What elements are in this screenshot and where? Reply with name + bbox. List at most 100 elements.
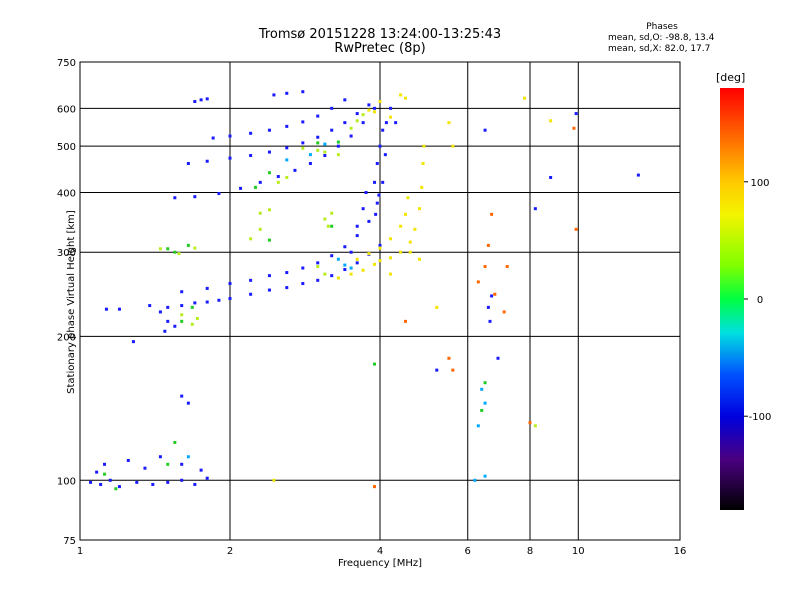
data-point: [373, 262, 377, 266]
data-point: [523, 96, 527, 100]
data-point: [355, 119, 359, 123]
data-point: [435, 305, 439, 309]
data-point: [308, 161, 312, 165]
data-point: [186, 161, 190, 165]
data-point: [173, 196, 177, 200]
y-tick-label: 75: [63, 536, 76, 547]
data-point: [381, 180, 385, 184]
data-point: [301, 266, 305, 270]
data-point: [285, 175, 289, 179]
data-point: [343, 245, 347, 249]
data-points: [89, 90, 640, 491]
data-point: [166, 247, 170, 251]
data-point: [99, 482, 103, 486]
data-point: [163, 329, 167, 333]
data-point: [228, 156, 232, 160]
data-point: [330, 254, 334, 258]
x-tick-label: 1: [77, 546, 83, 557]
data-point: [367, 252, 371, 256]
data-point: [166, 305, 170, 309]
data-point: [326, 224, 330, 228]
data-point: [349, 134, 353, 138]
data-point: [143, 466, 147, 470]
data-point: [355, 257, 359, 261]
phases-stats-heading: Phases: [646, 22, 678, 32]
data-point: [166, 480, 170, 484]
data-point: [316, 141, 320, 145]
y-tick-label: 750: [57, 58, 76, 69]
data-point: [193, 246, 197, 250]
data-point: [285, 158, 289, 162]
data-point: [389, 237, 393, 241]
colorbar-unit-label: [deg]: [716, 71, 746, 84]
colorbar-ticks: 100 0 -100: [744, 178, 771, 423]
data-point: [451, 368, 455, 372]
data-point: [336, 153, 340, 157]
data-point: [367, 219, 371, 223]
data-point: [272, 478, 276, 482]
data-point: [117, 307, 121, 311]
data-point: [480, 408, 484, 412]
data-point: [490, 294, 494, 298]
data-point: [399, 93, 403, 97]
data-point: [108, 478, 112, 482]
data-point: [375, 161, 379, 165]
data-point: [166, 319, 170, 323]
data-point: [349, 126, 353, 130]
data-point: [166, 462, 170, 466]
data-point: [135, 480, 139, 484]
data-point: [180, 319, 184, 323]
data-point: [364, 190, 368, 194]
data-point: [117, 485, 121, 489]
data-point: [316, 135, 320, 139]
data-point: [239, 186, 243, 190]
data-point: [95, 470, 99, 474]
y-tick-label: 600: [57, 104, 76, 115]
data-point: [249, 154, 253, 158]
data-point: [158, 310, 162, 314]
data-point: [193, 482, 197, 486]
data-point: [285, 91, 289, 95]
data-point: [330, 106, 334, 110]
colorbar-tick-label: 0: [757, 295, 763, 306]
data-point: [502, 310, 506, 314]
data-point: [336, 276, 340, 280]
data-point: [228, 297, 232, 301]
data-point: [258, 227, 262, 231]
data-point: [180, 394, 184, 398]
data-point: [267, 274, 271, 278]
data-point: [420, 185, 424, 189]
data-point: [190, 305, 194, 309]
data-point: [572, 126, 576, 130]
data-point: [355, 234, 359, 238]
y-tick-label: 500: [57, 142, 76, 153]
data-point: [343, 121, 347, 125]
data-point: [180, 478, 184, 482]
data-point: [483, 381, 487, 385]
data-point: [533, 207, 537, 211]
data-point: [103, 462, 107, 466]
data-point: [490, 212, 494, 216]
x-tick-label: 10: [572, 546, 585, 557]
data-point: [483, 128, 487, 132]
data-point: [193, 195, 197, 199]
data-point: [330, 211, 334, 215]
data-point: [373, 180, 377, 184]
data-point: [549, 119, 553, 123]
data-point: [258, 211, 262, 215]
colorbar-tick-label: 100: [750, 178, 769, 189]
data-point: [476, 424, 480, 428]
y-axis-ticks: 75 100 200 300 400 500 600 750: [57, 58, 76, 547]
data-point: [336, 257, 340, 261]
data-point: [480, 387, 484, 391]
data-point: [330, 128, 334, 132]
data-point: [114, 487, 118, 491]
data-point: [228, 282, 232, 286]
data-point: [399, 224, 403, 228]
data-point: [249, 292, 253, 296]
data-point: [173, 440, 177, 444]
data-point: [323, 154, 327, 158]
data-point: [486, 305, 490, 309]
data-point: [276, 180, 280, 184]
data-point: [383, 153, 387, 157]
